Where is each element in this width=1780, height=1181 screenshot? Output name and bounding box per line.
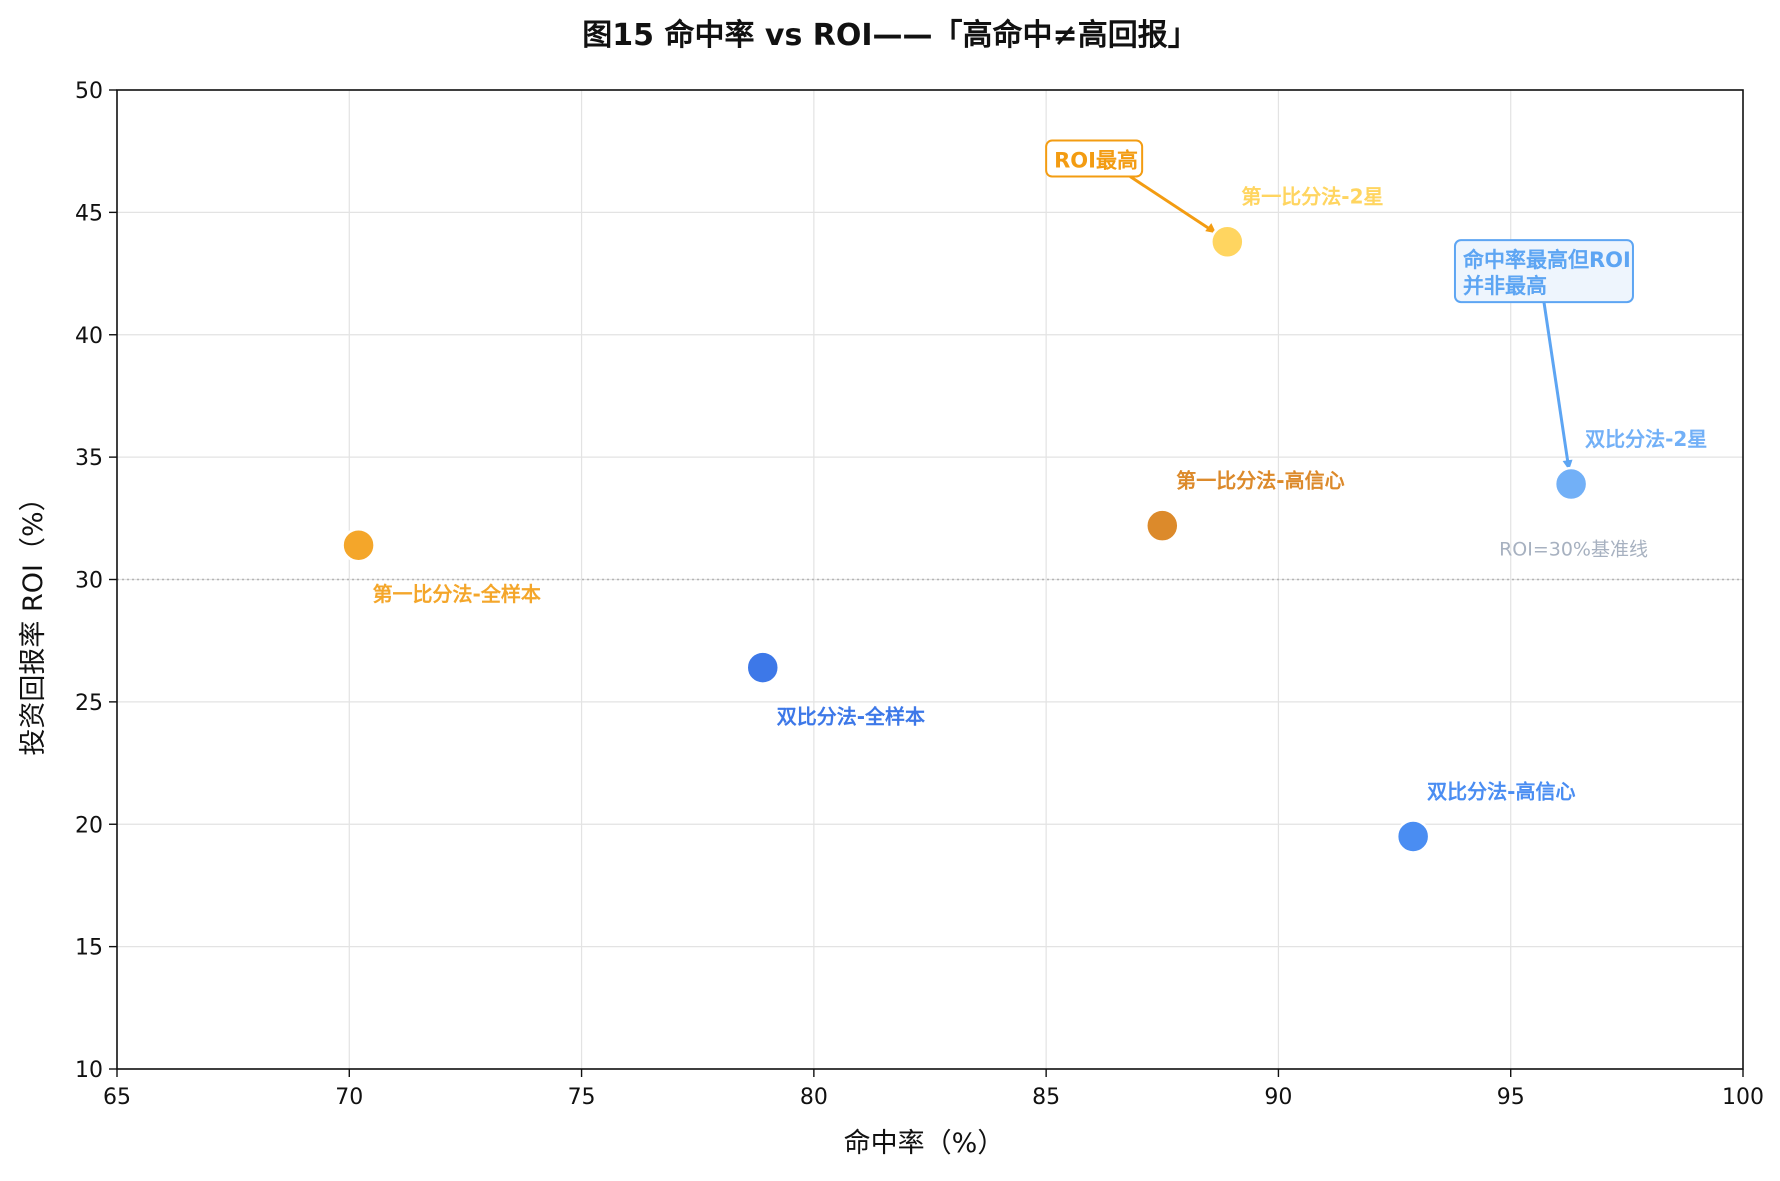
y-tick-label: 20	[75, 813, 103, 838]
annotation-text: ROI最高	[1054, 149, 1138, 173]
y-tick-label: 30	[75, 569, 103, 594]
x-tick-label: 70	[335, 1085, 363, 1110]
x-axis-title: 命中率（%）	[844, 1128, 1005, 1159]
annotation-text: 并非最高	[1463, 274, 1547, 298]
point-label: 双比分法-2星	[1585, 427, 1707, 451]
annotation-box	[1453, 239, 1634, 304]
x-tick-label: 100	[1722, 1085, 1764, 1110]
data-point	[1553, 466, 1589, 502]
point-label: 第一比分法-高信心	[1176, 469, 1344, 493]
annotation-arrowhead	[1562, 459, 1573, 471]
point-label: 双比分法-高信心	[1427, 779, 1575, 803]
data-point	[1145, 508, 1180, 543]
grid	[116, 89, 1744, 1070]
data-points	[341, 224, 1589, 854]
annotation-text: 命中率最高但ROI	[1463, 248, 1631, 272]
y-tick-label: 50	[75, 79, 103, 104]
x-tick-label: 95	[1497, 1085, 1525, 1110]
y-tick-label: 25	[75, 691, 103, 716]
y-tick-label: 15	[75, 936, 103, 961]
y-tick-label: 40	[75, 324, 103, 349]
y-tick-label: 45	[75, 201, 103, 226]
reference-line-label: ROI=30%基准线	[1499, 539, 1648, 561]
x-tick-label: 80	[800, 1085, 828, 1110]
x-tick-label: 90	[1264, 1085, 1292, 1110]
data-point	[341, 527, 376, 563]
point-label: 第一比分法-2星	[1241, 185, 1383, 209]
point-label: 第一比分法-全样本	[373, 582, 541, 606]
annotation-arrow	[1542, 301, 1571, 471]
annotation-box	[1045, 139, 1144, 178]
annotation-arrowhead	[1205, 223, 1217, 234]
y-axis-title: 投资回报率 ROI（%）	[18, 484, 49, 755]
x-tick-label: 85	[1032, 1085, 1060, 1110]
annotation-arrow	[1129, 175, 1218, 235]
axes: 65 70 75 80 85 90 95 100 10 15 20 25 30 35 40 45 50	[75, 79, 1764, 1110]
x-tick-label: 75	[568, 1085, 596, 1110]
x-tick-label: 65	[103, 1085, 131, 1110]
reference-line-group: ROI=30%基准线	[117, 539, 1743, 581]
chart-title: 图15 命中率 vs ROI——「高命中≠高回报」	[582, 18, 1197, 53]
data-point	[1210, 224, 1245, 259]
data-point	[745, 650, 781, 685]
y-tick-label: 10	[75, 1058, 103, 1083]
y-tick-label: 35	[75, 446, 103, 471]
data-point	[1395, 819, 1431, 854]
point-label: 双比分法-全样本	[777, 705, 925, 729]
